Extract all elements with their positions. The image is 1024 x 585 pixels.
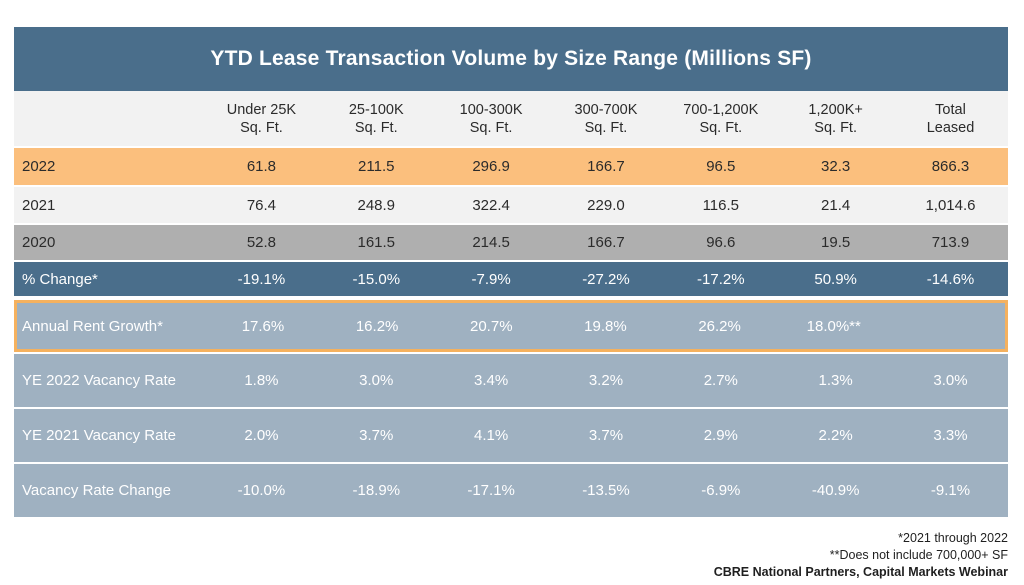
- header-cell: 300-700K Sq. Ft.: [574, 101, 638, 136]
- table-cell: -17.2%: [697, 270, 745, 288]
- table-cell: 2.9%: [703, 427, 738, 444]
- table-cell: 4.1%: [474, 427, 509, 444]
- table-cell: 61.8: [246, 158, 277, 175]
- table-cell: 214.5: [472, 234, 510, 251]
- row-label: YE 2021 Vacancy Rate: [22, 427, 176, 444]
- table-cell: 713.9: [931, 234, 970, 251]
- table-row-2022: 2022 61.8 211.5 296.9 166.7 96.5 32.3 86…: [14, 148, 1008, 185]
- table-cell: -9.1%: [930, 482, 971, 499]
- table-row-pct-change: % Change* -19.1% -15.0% -7.9% -27.2% -17…: [14, 262, 1008, 296]
- header-cell: Total Leased: [926, 101, 975, 136]
- table-row-2021: 2021 76.4 248.9 322.4 229.0 116.5 21.4 1…: [14, 187, 1008, 223]
- table-cell: -40.9%: [811, 482, 860, 499]
- footnote-period: *2021 through 2022: [898, 531, 1008, 545]
- table-cell: 21.4: [821, 196, 851, 214]
- header-cell: 25-100K Sq. Ft.: [348, 101, 404, 136]
- table-cell: 3.3%: [933, 427, 968, 444]
- table-cell: 19.8%: [584, 317, 627, 335]
- table-cell: 2.7%: [703, 372, 738, 389]
- table-cell: 3.0%: [933, 372, 968, 389]
- row-label: 2021: [22, 196, 56, 214]
- table-cell: 96.6: [706, 234, 736, 251]
- table-cell: -13.5%: [582, 482, 630, 499]
- table-cell: 16.2%: [355, 317, 399, 335]
- table-title: YTD Lease Transaction Volume by Size Ran…: [14, 27, 1008, 91]
- table-cell: -6.9%: [701, 482, 741, 499]
- table-row-2020: 2020 52.8 161.5 214.5 166.7 96.6 19.5 71…: [14, 225, 1008, 260]
- table-cell: -19.1%: [237, 270, 286, 288]
- table-cell: 166.7: [587, 158, 625, 175]
- table-cell: 3.7%: [588, 427, 624, 444]
- table-cell: 166.7: [587, 234, 625, 251]
- table-cell: 161.5: [357, 234, 396, 251]
- table-cell: 26.2%: [698, 317, 741, 335]
- header-cell: Under 25K Sq. Ft.: [226, 101, 297, 136]
- table-cell: 866.3: [931, 158, 970, 175]
- table-cell: 248.9: [357, 196, 396, 214]
- header-cell: 1,200K+ Sq. Ft.: [808, 101, 863, 136]
- table-cell: 2.2%: [818, 427, 853, 444]
- table-header-row: Under 25K Sq. Ft. 25-100K Sq. Ft. 100-30…: [14, 91, 1008, 146]
- table-cell: 1.8%: [244, 372, 279, 389]
- row-label: % Change*: [22, 270, 98, 288]
- table-cell: -15.0%: [352, 270, 401, 288]
- table-cell: 1,014.6: [925, 196, 976, 214]
- table-row-annual-rent-growth: Annual Rent Growth* 17.6% 16.2% 20.7% 19…: [14, 300, 1008, 352]
- table-cell: 1.3%: [818, 372, 853, 389]
- row-label: 2020: [22, 234, 56, 251]
- row-label: Vacancy Rate Change: [22, 482, 171, 499]
- table-cell: 211.5: [358, 158, 395, 175]
- table-cell: -10.0%: [237, 482, 286, 499]
- footnote-exclusion: **Does not include 700,000+ SF: [829, 548, 1008, 562]
- lease-table: YTD Lease Transaction Volume by Size Ran…: [14, 27, 1008, 517]
- table-cell: -7.9%: [471, 270, 511, 288]
- table-cell: -17.1%: [467, 482, 515, 499]
- table-row-ye-2022-vacancy: YE 2022 Vacancy Rate 1.8% 3.0% 3.4% 3.2%…: [14, 354, 1008, 407]
- row-label: Annual Rent Growth*: [22, 317, 163, 335]
- table-cell: 18.0%**: [806, 317, 861, 335]
- header-cell: 700-1,200K Sq. Ft.: [683, 101, 759, 136]
- table-cell: 3.7%: [359, 427, 394, 444]
- table-cell: 52.8: [246, 234, 277, 251]
- table-cell: 229.0: [587, 196, 625, 214]
- header-cell: 100-300K Sq. Ft.: [459, 101, 523, 136]
- table-row-vacancy-rate-change: Vacancy Rate Change -10.0% -18.9% -17.1%…: [14, 464, 1008, 517]
- table-cell: 322.4: [472, 196, 510, 214]
- table-cell: -27.2%: [582, 270, 630, 288]
- source-note: CBRE National Partners, Capital Markets …: [713, 565, 1008, 579]
- footnotes: *2021 through 2022 **Does not include 70…: [714, 530, 1008, 581]
- row-label: 2022: [22, 158, 56, 175]
- table-cell: 20.7%: [470, 317, 513, 335]
- table-cell: -18.9%: [352, 482, 401, 499]
- table-cell: 50.9%: [814, 270, 857, 288]
- table-cell: 3.4%: [474, 372, 509, 389]
- table-cell: 96.5: [706, 158, 736, 175]
- table-cell: -14.6%: [926, 270, 975, 288]
- table-cell: 2.0%: [244, 427, 279, 444]
- row-label: YE 2022 Vacancy Rate: [22, 372, 176, 389]
- table-cell: 296.9: [472, 158, 510, 175]
- table-row-ye-2021-vacancy: YE 2021 Vacancy Rate 2.0% 3.7% 4.1% 3.7%…: [14, 409, 1008, 462]
- table-cell: 76.4: [246, 196, 277, 214]
- table-cell: 32.3: [821, 158, 851, 175]
- table-cell: 17.6%: [241, 317, 285, 335]
- table-cell: 3.2%: [588, 372, 624, 389]
- table-cell: 3.0%: [359, 372, 394, 389]
- table-cell: 116.5: [702, 196, 740, 214]
- table-cell: 19.5: [821, 234, 851, 251]
